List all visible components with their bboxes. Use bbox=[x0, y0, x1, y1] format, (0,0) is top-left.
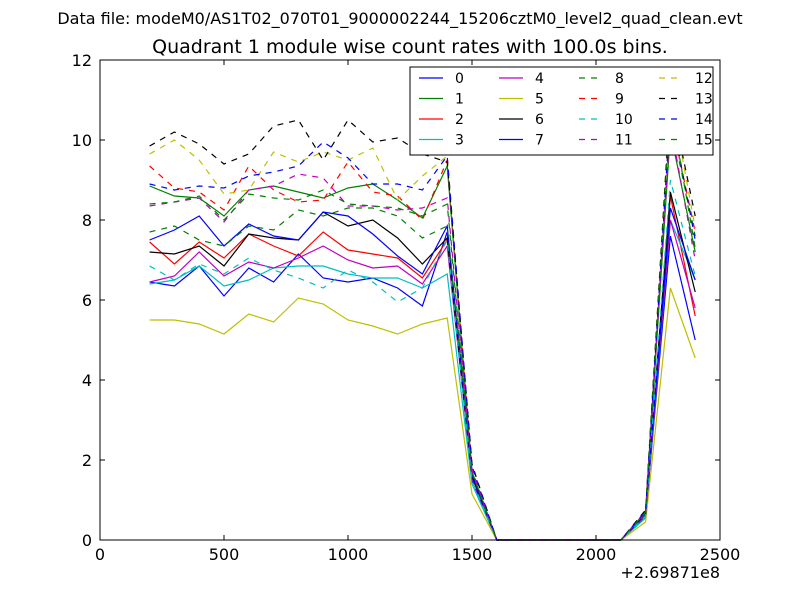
legend-label-3: 3 bbox=[455, 133, 464, 149]
y-tick-label: 4 bbox=[82, 371, 92, 390]
legend-label-2: 2 bbox=[455, 112, 464, 128]
series-6-line bbox=[149, 191, 696, 541]
x-tick-label: 2500 bbox=[700, 545, 741, 564]
legend-label-0: 0 bbox=[455, 71, 464, 87]
x-axis-offset-label: +2.69871e8 bbox=[620, 563, 720, 582]
series-13-line bbox=[149, 95, 696, 541]
y-tick-label: 10 bbox=[72, 131, 92, 150]
data-file-suptitle: Data file: modeM0/AS1T02_070T01_90000022… bbox=[57, 9, 742, 29]
legend-label-5: 5 bbox=[535, 92, 544, 108]
legend-label-14: 14 bbox=[695, 112, 713, 128]
legend-label-12: 12 bbox=[695, 71, 713, 87]
y-tick-label: 6 bbox=[82, 291, 92, 310]
series-layer bbox=[149, 91, 696, 541]
legend-label-15: 15 bbox=[695, 133, 713, 149]
series-2-line bbox=[149, 195, 696, 541]
series-3-line bbox=[149, 219, 696, 541]
y-tick-label: 12 bbox=[72, 51, 92, 70]
series-15-line bbox=[149, 103, 696, 541]
y-tick-label: 0 bbox=[82, 531, 92, 550]
x-tick-label: 1000 bbox=[328, 545, 369, 564]
x-tick-label: 0 bbox=[95, 545, 105, 564]
legend-label-10: 10 bbox=[615, 112, 633, 128]
y-tick-label: 8 bbox=[82, 211, 92, 230]
legend-label-8: 8 bbox=[615, 71, 624, 87]
legend-label-13: 13 bbox=[695, 92, 713, 108]
chart-title: Quadrant 1 module wise count rates with … bbox=[152, 36, 668, 58]
legend-label-4: 4 bbox=[535, 71, 544, 87]
legend-label-11: 11 bbox=[615, 133, 633, 149]
series-11-line bbox=[149, 123, 696, 541]
series-5-line bbox=[149, 287, 696, 541]
series-12-line bbox=[149, 91, 696, 541]
legend-label-1: 1 bbox=[455, 92, 464, 108]
y-tick-label: 2 bbox=[82, 451, 92, 470]
x-tick-label: 1500 bbox=[452, 545, 493, 564]
series-7-line bbox=[149, 207, 696, 541]
x-tick-label: 500 bbox=[209, 545, 240, 564]
x-tick-label: 2000 bbox=[576, 545, 617, 564]
series-10-line bbox=[149, 179, 696, 541]
legend-frame bbox=[409, 66, 714, 156]
legend-label-7: 7 bbox=[535, 133, 544, 149]
series-8-line bbox=[149, 119, 696, 541]
series-4-line bbox=[149, 219, 696, 541]
legend-label-6: 6 bbox=[535, 112, 544, 128]
legend-label-9: 9 bbox=[615, 92, 624, 108]
